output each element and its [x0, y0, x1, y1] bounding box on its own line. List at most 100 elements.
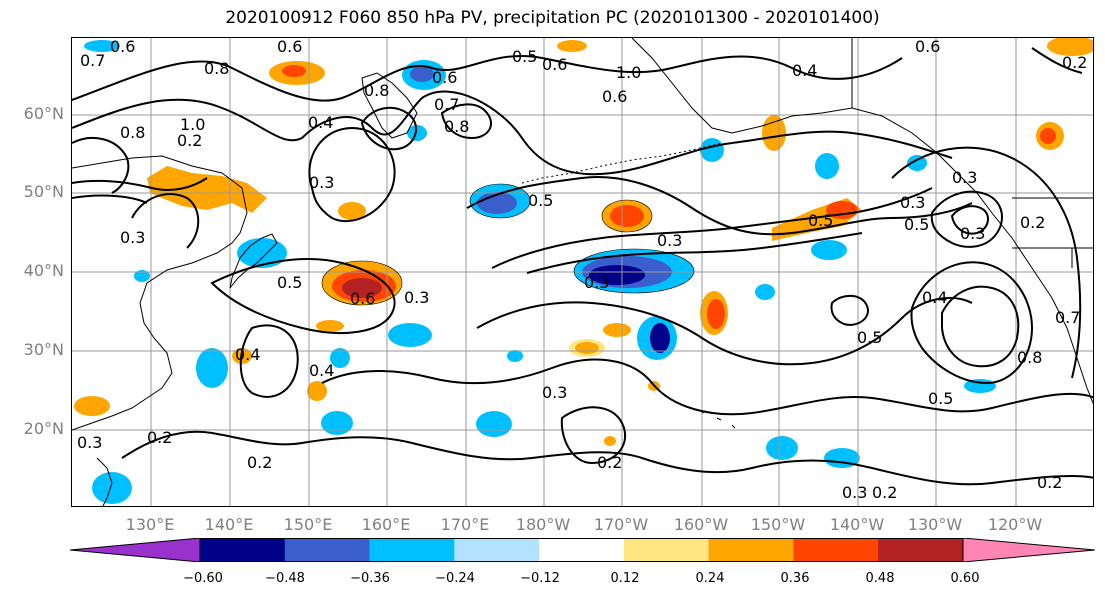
contour-label: 0.6 [432, 68, 457, 87]
contour-label: 1.0 [616, 63, 641, 82]
precip-negative [811, 240, 847, 260]
coastline-philippines [96, 457, 113, 506]
coastline-japan [229, 233, 278, 289]
precip-outline [321, 260, 403, 306]
precip-negative [507, 350, 523, 362]
lon-label: 120°W [987, 515, 1043, 534]
contour-label: 0.2 [1062, 53, 1087, 72]
contour-label: 0.5 [808, 211, 833, 230]
precip-negative [476, 411, 512, 437]
precip-outline [601, 199, 653, 233]
precip-positive [1047, 38, 1093, 56]
pv-contour [560, 406, 627, 465]
colorbar-tick: 0.12 [610, 571, 640, 586]
pv-contour [72, 177, 208, 191]
colorbar-segment [623, 538, 710, 562]
colorbar-tick: −0.60 [183, 571, 223, 586]
contour-label: 0.3 [657, 231, 682, 250]
contour-label: 0.6 [277, 38, 302, 56]
colorbar-tick: 0.60 [950, 571, 980, 586]
pv-contours [72, 47, 1093, 486]
coastline-alaska [631, 38, 1093, 405]
lon-label: 150°W [750, 515, 806, 534]
coastline-asia [72, 155, 248, 431]
colorbar-tick: 0.48 [865, 571, 895, 586]
pv-contour [360, 106, 417, 151]
contour-label: 0.7 [1055, 308, 1080, 327]
coastline-aleutians [521, 142, 723, 184]
colorbar-segment [708, 538, 794, 562]
contour-label: 0.5 [904, 215, 929, 234]
precip-positive [557, 40, 587, 52]
pv-contour [1031, 47, 1083, 74]
precip-positive [316, 320, 344, 332]
pv-contour [308, 126, 396, 223]
border-canada [851, 38, 1093, 268]
precip-positive [575, 342, 599, 354]
contour-label: 0.3 [309, 173, 334, 192]
colorbar-extend-low [70, 538, 200, 562]
pv-contour [941, 285, 1020, 368]
contour-label: 0.3 [952, 168, 977, 187]
colorbar-segment [793, 538, 879, 562]
precip-positive [282, 65, 306, 77]
lat-label: 30°N [23, 340, 64, 359]
lat-label: 50°N [23, 182, 64, 201]
contour-label: 0.2 [1037, 473, 1062, 492]
lon-label: 140°E [204, 515, 254, 534]
pv-contour [72, 90, 953, 176]
contour-label: 0.4 [922, 288, 947, 307]
contour-label: 0.3 [77, 433, 102, 452]
contour-label: 0.6 [915, 38, 940, 56]
colorbar-segment [454, 538, 540, 562]
colorbar-segment [284, 538, 371, 562]
contour-label: 0.6 [602, 87, 627, 106]
precip-negative [196, 348, 228, 388]
precip-positive [610, 205, 644, 227]
lon-label: 160°E [361, 515, 411, 534]
contour-label: 0.2 [177, 131, 202, 150]
contour-label: 0.7 [434, 95, 459, 114]
pv-contour [950, 205, 989, 235]
contour-label: 0.8 [204, 59, 229, 78]
contour-label: 0.6 [110, 38, 135, 56]
contour-label: 0.2 [1020, 213, 1045, 232]
lon-label: 140°W [829, 515, 885, 534]
precip-negative [330, 348, 350, 368]
pv-contour [930, 190, 1003, 248]
pv-contour [910, 261, 1034, 385]
lon-label: 130°W [907, 515, 963, 534]
contour-label: 0.3 [404, 288, 429, 307]
pv-contour [440, 103, 492, 140]
precip-negative [766, 436, 798, 460]
contour-label: 0.2 [147, 428, 172, 447]
contour-label: 0.5 [528, 191, 553, 210]
lon-label: 150°E [283, 515, 333, 534]
lon-label: 130°E [125, 515, 175, 534]
precip-outline [469, 183, 531, 219]
contour-label: 0.2 [872, 483, 897, 502]
pv-contour [72, 194, 148, 204]
colorbar-tick: −0.48 [265, 571, 305, 586]
pv-contour [526, 232, 863, 274]
contour-labels: 0.6 0.7 0.8 0.8 1.0 0.8 0.7 0.8 0.6 0.6 … [77, 38, 1087, 502]
contour-label: 0.4 [235, 345, 260, 364]
precip-positive [338, 202, 366, 220]
colorbar-segment [200, 538, 286, 562]
contour-label: 0.2 [247, 453, 272, 472]
contour-label: 0.3 [584, 273, 609, 292]
precip-positive [603, 323, 631, 337]
precip-positive [604, 436, 616, 446]
contour-label: 0.5 [928, 389, 953, 408]
map-title: 2020100912 F060 850 hPa PV, precipitatio… [225, 8, 880, 28]
colorbar-tick: −0.12 [520, 571, 560, 586]
precip-outlines [321, 183, 695, 306]
precip-negative [134, 270, 150, 282]
precip-outline [573, 248, 695, 294]
coastline-kamchatka [361, 72, 418, 139]
contour-label: 0.3 [542, 383, 567, 402]
lon-label: 160°W [673, 515, 729, 534]
colorbar [70, 538, 1095, 562]
precip-negative [92, 472, 132, 504]
contour-label: 0.8 [1017, 348, 1042, 367]
